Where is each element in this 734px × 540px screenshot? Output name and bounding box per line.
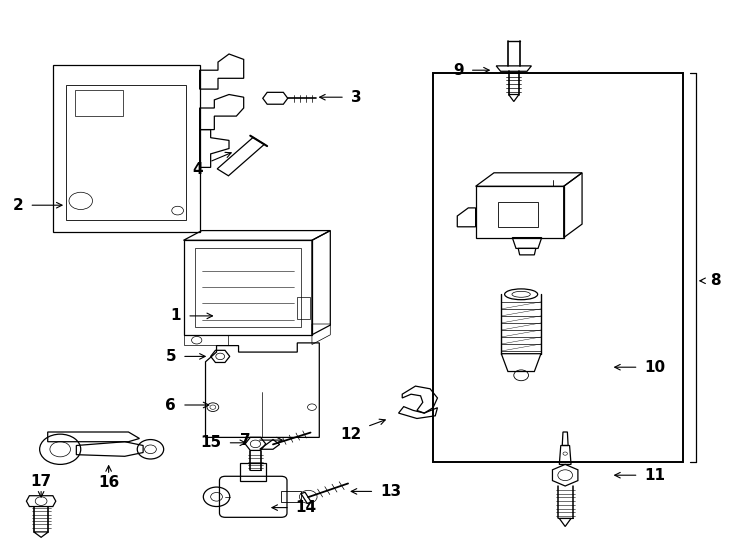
- Bar: [75, 90, 123, 116]
- Text: 7: 7: [241, 433, 251, 448]
- Bar: [53, 65, 200, 232]
- Text: 1: 1: [171, 308, 181, 323]
- Text: 15: 15: [200, 435, 222, 450]
- Text: 11: 11: [644, 468, 666, 483]
- Text: 5: 5: [166, 349, 176, 364]
- Bar: [498, 202, 538, 227]
- Text: 9: 9: [454, 63, 464, 78]
- Text: 2: 2: [12, 198, 23, 213]
- Bar: [240, 463, 266, 481]
- Bar: [195, 248, 301, 327]
- Text: 4: 4: [193, 162, 203, 177]
- Bar: [184, 240, 312, 335]
- Text: 12: 12: [340, 427, 361, 442]
- Text: 14: 14: [296, 500, 317, 515]
- Bar: [297, 297, 310, 319]
- Text: 10: 10: [644, 360, 666, 375]
- Text: 3: 3: [351, 90, 361, 105]
- Text: 6: 6: [165, 397, 176, 413]
- Text: 8: 8: [711, 273, 721, 288]
- Text: 16: 16: [98, 475, 119, 490]
- Bar: [476, 186, 564, 238]
- Text: 13: 13: [380, 484, 401, 499]
- Text: 17: 17: [31, 474, 51, 489]
- Bar: [433, 73, 683, 462]
- Bar: [66, 85, 186, 220]
